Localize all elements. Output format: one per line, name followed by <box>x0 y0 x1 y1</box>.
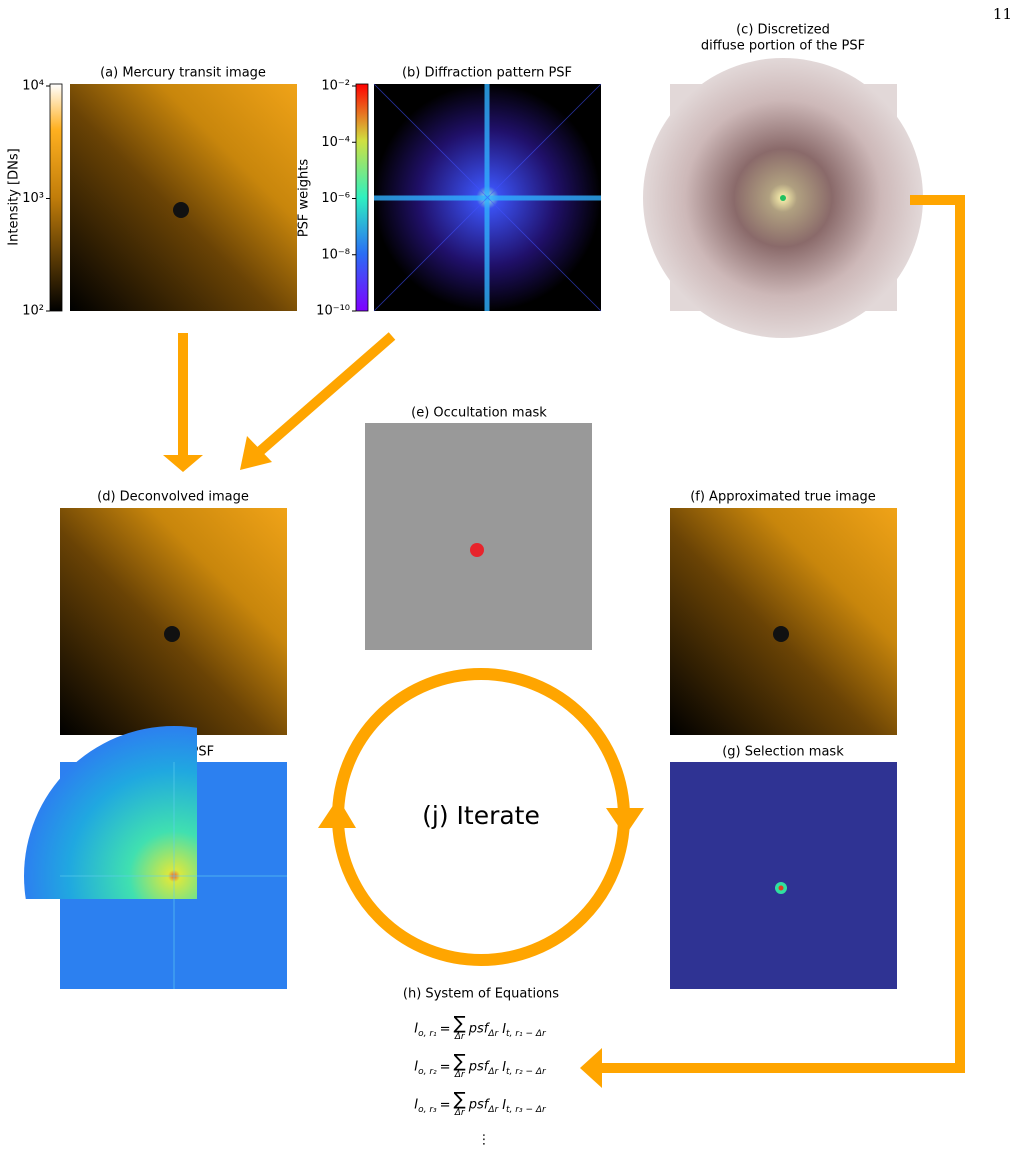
subscript: Δr <box>488 1105 499 1116</box>
continuation: ⋮ <box>478 1133 491 1148</box>
panel-title: (g) Selection mask <box>722 745 844 760</box>
image <box>70 84 297 311</box>
colorbar <box>49 83 63 312</box>
psf-core <box>780 195 786 201</box>
sum: ∑ Δr <box>453 1013 466 1043</box>
colorbar-label: Intensity [DNs] <box>7 148 22 245</box>
mask-dot <box>470 543 484 557</box>
colorbar-tick-label: 10⁻⁸ <box>321 247 350 262</box>
panel-title: (f) Approximated true image <box>690 490 876 505</box>
panel-title: (d) Deconvolved image <box>97 490 249 505</box>
symbol: I <box>502 1021 507 1037</box>
loop-arrowhead <box>318 798 356 828</box>
symbol: I <box>414 1021 419 1037</box>
panel-title: (e) Occultation mask <box>411 406 547 421</box>
colorbar-tick-label: 10⁻⁴ <box>321 135 350 150</box>
subscript: o, r₁ <box>418 1029 437 1040</box>
subscript: Δr <box>488 1029 499 1040</box>
symbol: I <box>414 1059 419 1075</box>
symbol: I <box>414 1097 419 1113</box>
colorbar-tick-label: 10⁻² <box>321 79 350 94</box>
subscript: Δr <box>454 1070 465 1080</box>
symbol: I <box>502 1097 507 1113</box>
colorbar-tick-label: 10⁴ <box>22 79 44 94</box>
sum: ∑ Δr <box>453 1051 466 1081</box>
symbol: psf <box>468 1059 489 1075</box>
mercury <box>773 626 789 642</box>
sum-sign: ∑ <box>453 1051 466 1072</box>
equation: Io, r₃ = ∑ Δr psfΔr It, r₃ − Δr <box>340 1089 620 1119</box>
iterate-label: (j) Iterate <box>422 801 540 830</box>
subscript: Δr <box>454 1108 465 1118</box>
subscript: o, r₃ <box>418 1105 437 1116</box>
panel-title: diffuse portion of the PSF <box>701 39 865 54</box>
mercury <box>173 202 189 218</box>
panel-title: (a) Mercury transit image <box>100 66 266 81</box>
diffraction-lines <box>373 83 602 312</box>
sum-sign: ∑ <box>453 1089 466 1110</box>
colorbar-tick-label: 10³ <box>22 191 44 206</box>
symbol: I <box>502 1059 507 1075</box>
subscript: Δr <box>488 1067 499 1078</box>
loop-arrowhead <box>606 808 644 836</box>
symbol: psf <box>468 1021 489 1037</box>
colorbar-tick-label: 10² <box>22 304 44 319</box>
panel-title: (b) Diffraction pattern PSF <box>402 66 572 81</box>
equation: Io, r₁ = ∑ Δr psfΔr It, r₁ − Δr <box>340 1013 620 1043</box>
sum-sign: ∑ <box>453 1013 466 1034</box>
operator: = <box>439 1059 451 1075</box>
subscript: Δr <box>454 1032 465 1042</box>
mercury <box>164 626 180 642</box>
operator: = <box>439 1021 451 1037</box>
image <box>60 508 287 735</box>
panel-title: (c) Discretized <box>736 23 830 38</box>
colorbar-tick-label: 10⁻⁶ <box>321 191 350 206</box>
equation: Io, r₂ = ∑ Δr psfΔr It, r₂ − Δr <box>340 1051 620 1081</box>
symbol: psf <box>468 1097 489 1113</box>
image <box>670 762 897 989</box>
selection-core <box>778 885 784 891</box>
subscript: t, r₁ − Δr <box>506 1029 546 1040</box>
colorbar-label: PSF weights <box>297 159 312 238</box>
subscript: t, r₂ − Δr <box>506 1067 546 1078</box>
panel-title: (h) System of Equations <box>403 987 559 1002</box>
subscript: t, r₃ − Δr <box>506 1105 546 1116</box>
arrows <box>163 195 965 1088</box>
image <box>365 423 592 650</box>
colorbar <box>355 83 369 312</box>
image <box>670 508 897 735</box>
operator: = <box>439 1097 451 1113</box>
colorbar-tick-label: 10⁻¹⁰ <box>316 304 350 319</box>
subscript: o, r₂ <box>418 1067 437 1078</box>
sum: ∑ Δr <box>453 1089 466 1119</box>
page-number: 11 <box>993 5 1012 23</box>
